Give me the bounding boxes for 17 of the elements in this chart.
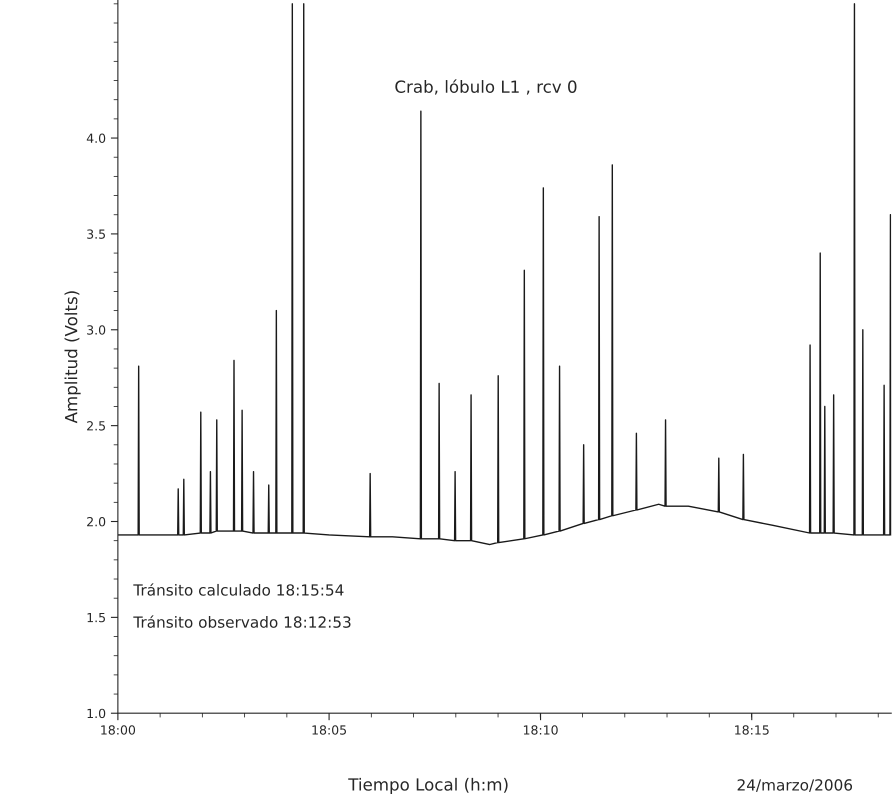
x-tick-label: 18:10: [524, 725, 558, 735]
y-tick-label: 3.0: [87, 325, 106, 335]
x-tick-label: 18:00: [101, 725, 136, 735]
text: 24/marzo/2006: [738, 779, 852, 792]
y-tick-label: 2.0: [87, 516, 106, 526]
y-tick-label: 3.5: [87, 229, 105, 239]
x-tick-label: 18:15: [735, 725, 769, 735]
text: Crab, lóbulo L1 , rcv 0: [395, 79, 576, 95]
annotation: Tránsito calculado 18:15:54: [133, 583, 344, 596]
x-tick-label: 18:05: [312, 725, 346, 735]
y-tick-label: 2.5: [87, 421, 105, 431]
y-tick-label: 4.0: [86, 134, 106, 143]
annotation: Tránsito observado 18:12:53: [133, 615, 351, 628]
x-axis-title: Tiempo Local (h:m): [348, 778, 508, 794]
y-tick-label: 1.5: [88, 613, 105, 622]
y-tick-label: 1.0: [88, 708, 106, 718]
y-axis-title: Amplitud (Volts): [64, 291, 81, 424]
